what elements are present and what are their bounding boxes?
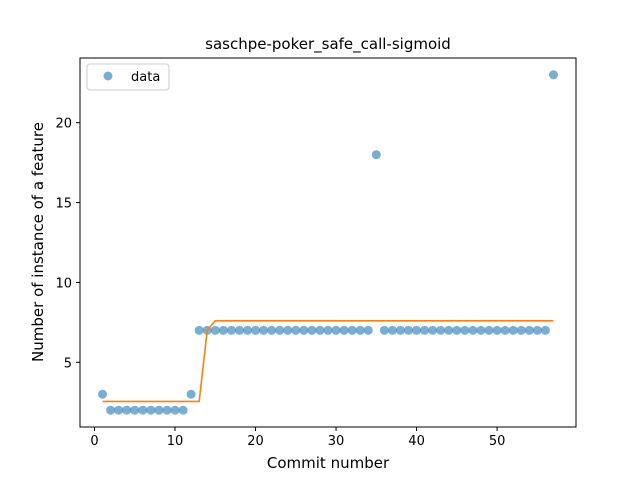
data-point <box>226 325 236 335</box>
data-point <box>122 405 132 415</box>
data-point <box>267 325 277 335</box>
data-point <box>508 325 518 335</box>
data-point <box>492 325 502 335</box>
data-point <box>347 325 357 335</box>
data-point <box>404 325 414 335</box>
data-point <box>524 325 534 335</box>
data-point <box>468 325 478 335</box>
data-point <box>138 405 148 415</box>
plot-background <box>80 58 576 427</box>
data-point <box>339 325 349 335</box>
y-axis-label: Number of instance of a feature <box>29 122 47 362</box>
data-point <box>363 325 373 335</box>
data-point <box>379 325 389 335</box>
fit-line <box>102 319 554 403</box>
data-marks <box>98 70 558 415</box>
data-point <box>412 325 422 335</box>
data-point <box>218 325 228 335</box>
data-point <box>106 405 116 415</box>
x-tick-label: 30 <box>328 434 345 449</box>
data-point <box>315 325 325 335</box>
data-point <box>154 405 164 415</box>
data-point <box>420 325 430 335</box>
legend-box <box>86 63 170 91</box>
data-point <box>291 325 301 335</box>
data-point <box>548 70 558 80</box>
x-tick-label: 40 <box>408 434 425 449</box>
data-point <box>428 325 438 335</box>
data-point <box>387 325 397 335</box>
data-point <box>371 150 381 160</box>
data-point <box>516 325 526 335</box>
plot-frame <box>79 57 577 428</box>
data-point <box>259 325 269 335</box>
data-point <box>162 405 172 415</box>
data-point <box>331 325 341 335</box>
data-point <box>242 325 252 335</box>
y-axis-ticks: 5 10 15 20 <box>55 117 80 371</box>
data-point <box>210 325 220 335</box>
x-tick-label: 20 <box>247 434 264 449</box>
chart-title: saschpe-poker_safe_call-sigmoid <box>205 35 451 54</box>
data-point <box>251 325 261 335</box>
legend: data <box>86 63 170 91</box>
y-tick-label: 20 <box>55 117 72 132</box>
data-point <box>98 389 108 399</box>
y-tick-label: 15 <box>55 197 72 212</box>
y-tick-label: 5 <box>64 356 72 371</box>
data-point <box>186 389 196 399</box>
x-tick-label: 50 <box>489 434 506 449</box>
data-point <box>460 325 470 335</box>
data-point <box>444 325 454 335</box>
data-point <box>114 405 124 415</box>
data-point <box>307 325 317 335</box>
legend-label-data: data <box>131 70 160 85</box>
x-tick-label: 0 <box>90 434 98 449</box>
x-axis-label: Commit number <box>267 454 390 472</box>
data-point <box>130 405 140 415</box>
y-tick-label: 10 <box>55 276 72 291</box>
data-point <box>283 325 293 335</box>
data-point <box>194 325 204 335</box>
data-point <box>500 325 510 335</box>
legend-marker-data <box>103 71 113 81</box>
data-point <box>299 325 309 335</box>
data-point <box>178 405 188 415</box>
x-tick-label: 10 <box>167 434 184 449</box>
data-point <box>275 325 285 335</box>
data-point <box>484 325 494 335</box>
data-point <box>452 325 462 335</box>
data-point <box>323 325 333 335</box>
data-point <box>540 325 550 335</box>
x-axis-ticks: 0 10 20 30 40 50 <box>90 427 505 449</box>
data-point <box>355 325 365 335</box>
data-point <box>476 325 486 335</box>
data-point <box>436 325 446 335</box>
data-point <box>170 405 180 415</box>
data-point <box>234 325 244 335</box>
data-point <box>532 325 542 335</box>
data-point <box>395 325 405 335</box>
data-point <box>146 405 156 415</box>
